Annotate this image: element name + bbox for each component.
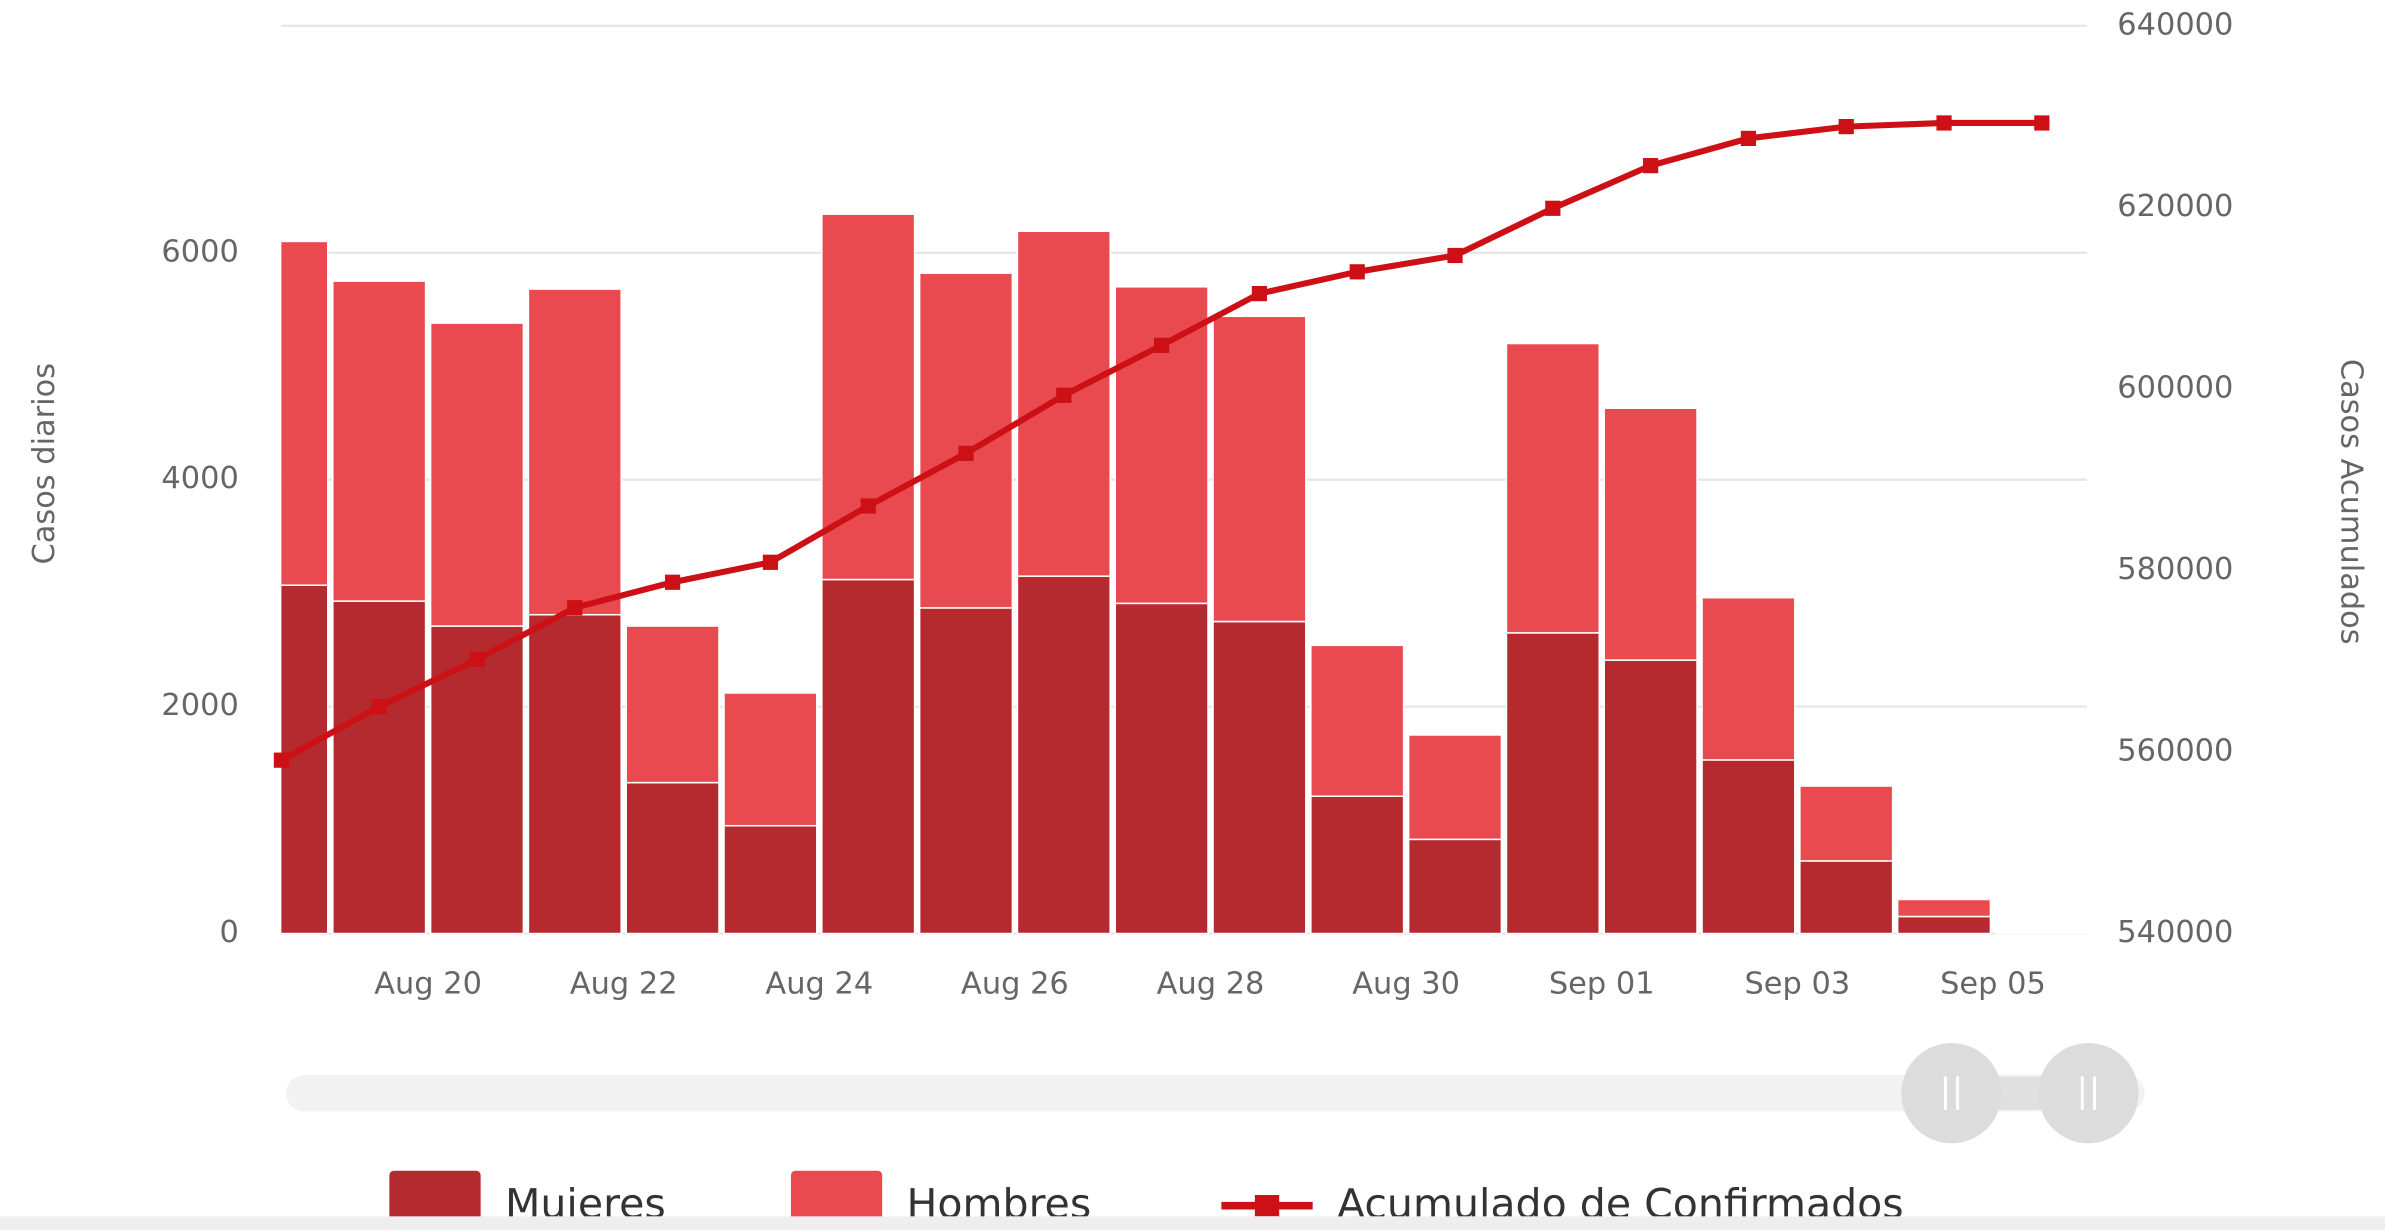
navigator[interactable] [285,1042,2145,1144]
bar [1016,575,1111,935]
y2-tick-label: 620000 [2117,189,2233,224]
line-marker [1447,247,1463,264]
navigator-handle-right[interactable] [2038,1042,2139,1144]
bar [1114,602,1209,935]
labels: 0 2000 4000 6000 540000 560000 580000 600000 620… [161,7,2233,1001]
y2-tick-label: 600000 [2117,370,2233,405]
y-tick-label: 4000 [161,461,238,496]
bar [1701,596,1796,761]
x-tick-label: Sep 05 [1940,967,2046,1002]
x-tick-label: Aug 30 [1352,967,1460,1002]
bar [1799,785,1894,862]
navigator-track[interactable] [285,1074,2145,1112]
y-tick-label: 6000 [161,234,238,269]
y2-tick-label: 540000 [2117,915,2233,950]
x-tick-label: Sep 01 [1549,967,1655,1002]
bar [281,240,329,586]
y2-axis-title: Casos Acumulados [2334,359,2369,645]
bar [332,280,427,602]
bar [723,824,818,935]
x-tick-label: Aug 26 [961,967,1069,1002]
bar [1407,734,1503,841]
y2-tick-label: 640000 [2117,7,2233,42]
line-marker [273,752,289,768]
bar [1701,759,1796,935]
y2-tick-label: 560000 [2117,733,2233,768]
bar [1114,286,1209,605]
bar [429,322,525,627]
bar [1505,632,1600,935]
y-axis-title: Casos diarios [27,363,62,565]
line-marker [469,651,485,668]
line-marker [1056,387,1072,403]
line-marker [1643,158,1659,174]
y-tick-label: 0 [219,915,238,950]
line-marker [567,600,583,616]
line-marker [860,498,876,514]
bars [281,213,2090,935]
bar [527,613,622,935]
bar [1896,898,1992,918]
x-tick-label: Aug 20 [374,967,482,1002]
handle-grips [1943,1076,2097,1110]
bar [1407,838,1503,935]
lines [273,115,2050,768]
line-marker [1936,115,1952,131]
line-marker [665,574,681,590]
bottom-bar [0,1216,2385,1230]
bar [332,600,427,935]
bar [1799,860,1894,935]
bar [918,607,1014,935]
line-marker [1545,200,1561,216]
legend-swatch-marker [1254,1195,1280,1217]
bar [625,781,720,935]
x-tick-label: Aug 22 [570,967,678,1002]
x-tick-label: Aug 28 [1157,967,1265,1002]
bar [1016,230,1111,577]
bar [1896,915,1992,935]
line-marker [1740,130,1757,147]
bar [1212,620,1307,935]
bar [625,625,720,784]
x-tick-label: Sep 03 [1744,967,1850,1002]
bar [1310,795,1405,935]
line-marker [2034,115,2050,131]
bar [1994,930,2090,934]
navigator-handle-left[interactable] [1901,1042,2002,1144]
legend-swatch [790,1170,883,1230]
bar [1603,407,1698,661]
bar [527,288,622,616]
bar [1505,342,1600,634]
bar [723,692,818,827]
bar [1603,659,1698,935]
bar [1310,644,1405,797]
y2-tick-label: 580000 [2117,552,2233,587]
bar [918,272,1014,609]
line-marker [1251,286,1268,302]
line-marker [762,554,779,570]
x-tick-label: Aug 24 [765,967,873,1002]
line-marker [1349,264,1365,280]
legend-swatch [389,1170,481,1230]
line-marker [1838,118,1854,135]
y-tick-label: 2000 [161,688,238,723]
bar [1212,315,1307,623]
line-marker [1154,337,1170,353]
line-marker [958,445,974,461]
bar [821,578,916,935]
bar [821,213,916,581]
line-marker [371,699,387,715]
